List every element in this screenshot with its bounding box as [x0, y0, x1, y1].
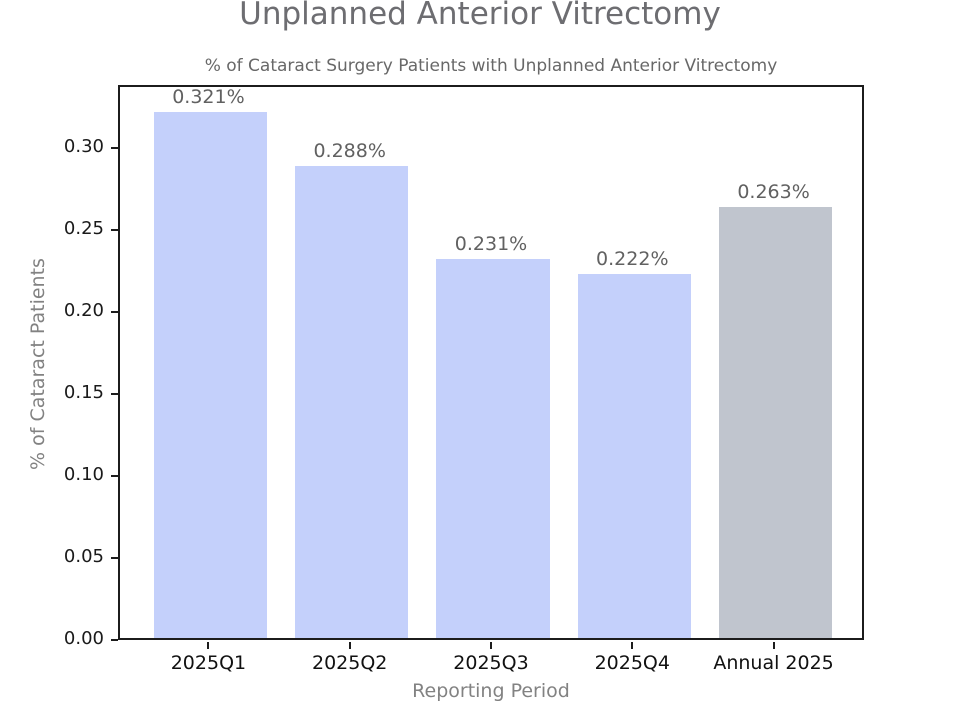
y-axis-label: % of Cataract Patients — [27, 258, 49, 470]
x-tick-label: 2025Q4 — [594, 652, 670, 674]
x-tick-mark — [772, 642, 775, 649]
plot-area — [118, 85, 864, 640]
y-tick-mark — [111, 639, 118, 641]
y-tick-label: 0.20 — [63, 300, 104, 322]
x-tick-label: Annual 2025 — [713, 652, 834, 674]
x-axis-label: Reporting Period — [412, 680, 570, 702]
bar-2025q2 — [295, 165, 409, 638]
x-tick-label: 2025Q1 — [170, 652, 247, 674]
chart-subtitle: % of Cataract Surgery Patients with Unpl… — [204, 56, 778, 76]
bar-value-label: 0.263% — [737, 180, 810, 203]
bar-value-label: 0.288% — [313, 139, 386, 162]
bar-value-label: 0.231% — [454, 233, 528, 256]
x-tick-mark — [207, 642, 210, 649]
y-tick-label: 0.15 — [63, 382, 104, 404]
bar-2025q3 — [436, 259, 550, 638]
y-tick-mark — [111, 147, 118, 150]
y-tick-label: 0.25 — [63, 218, 104, 240]
x-tick-label: 2025Q2 — [312, 652, 388, 674]
x-tick-label: 2025Q3 — [453, 652, 529, 674]
y-tick-mark — [111, 557, 118, 560]
y-tick-label: 0.05 — [63, 546, 104, 568]
y-tick-mark — [111, 393, 118, 396]
page-title: Unplanned Anterior Vitrectomy — [239, 0, 721, 32]
x-tick-mark — [490, 642, 492, 649]
x-tick-mark — [631, 642, 634, 649]
bar-2025q1 — [153, 111, 267, 638]
bar-value-label: 0.222% — [596, 248, 669, 270]
bar-annual-2025 — [719, 206, 833, 638]
bar-value-label: 0.321% — [172, 85, 245, 108]
y-tick-mark — [111, 311, 118, 314]
y-tick-label: 0.30 — [63, 136, 104, 158]
y-tick-mark — [111, 229, 118, 232]
y-tick-label: 0.10 — [63, 464, 104, 486]
x-tick-mark — [348, 642, 351, 649]
bar-2025q4 — [577, 274, 691, 638]
y-tick-mark — [111, 475, 118, 478]
y-tick-label: 0.00 — [63, 628, 104, 649]
